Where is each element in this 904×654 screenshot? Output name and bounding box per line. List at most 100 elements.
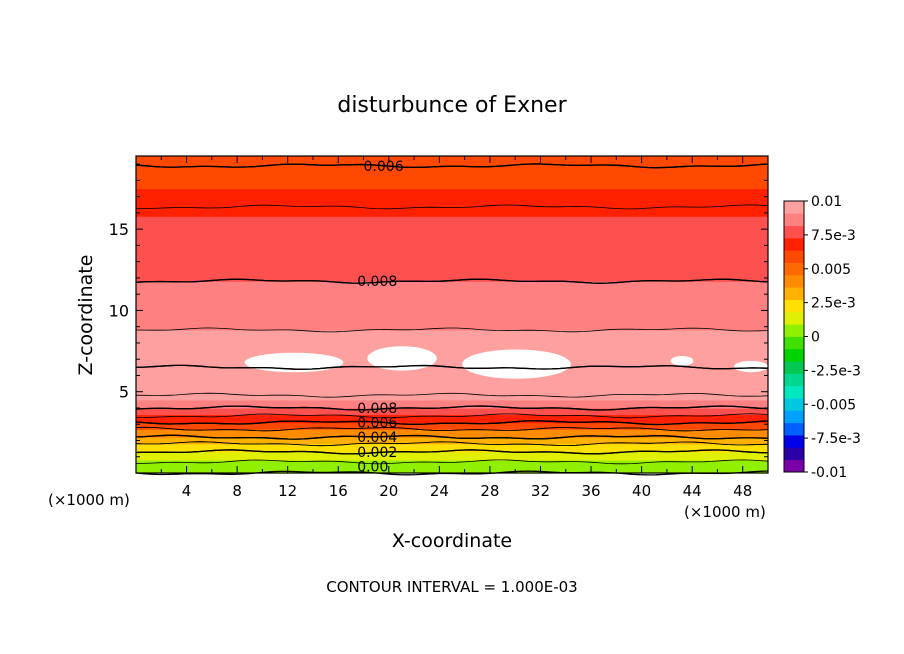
- x-tick-label: 40: [632, 482, 651, 500]
- x-tick-label: 44: [683, 482, 702, 500]
- contour-band: [136, 216, 768, 255]
- y-tick-label: 10: [109, 301, 129, 320]
- contour-label: 0.004: [357, 430, 397, 446]
- colorbar-swatch: [784, 336, 804, 350]
- max-region: [367, 346, 437, 371]
- contour-line: [135, 434, 769, 440]
- colorbar-swatch: [784, 348, 804, 362]
- contour-fill-bands: [136, 156, 768, 474]
- x-tick-label: 8: [232, 482, 242, 500]
- colorbar-tick-label: -0.01: [811, 465, 847, 481]
- x-axis-label: X-coordinate: [392, 530, 512, 552]
- contour-band: [136, 188, 768, 217]
- colorbar-tick-label: -2.5e-3: [811, 363, 861, 379]
- contour-line: [135, 420, 769, 426]
- contour-line: [135, 204, 769, 210]
- x-tick-label: 24: [430, 482, 449, 500]
- x-tick-label: 16: [329, 482, 348, 500]
- contour-band: [136, 253, 768, 282]
- colorbar-tick-label: -0.005: [811, 397, 856, 413]
- colorbar-swatch: [784, 262, 804, 276]
- colorbar-swatch: [784, 373, 804, 387]
- x-tick-label: 48: [733, 482, 752, 500]
- colorbar-swatch: [784, 250, 804, 263]
- colorbar-swatch: [784, 361, 804, 374]
- contour-interval-note: CONTOUR INTERVAL = 1.000E-03: [326, 578, 577, 596]
- colorbar-swatch: [784, 274, 804, 288]
- colorbar-swatch: [784, 324, 804, 337]
- contour-band: [136, 399, 768, 409]
- contour-line: [135, 459, 769, 465]
- y-tick-label: 15: [109, 220, 129, 239]
- colorbar-tick-label: 7.5e-3: [811, 228, 856, 244]
- colorbar-swatch: [784, 459, 804, 473]
- colorbar-tick-label: 0.01: [811, 194, 842, 210]
- contour-label: 0.008: [357, 401, 397, 417]
- max-region: [670, 355, 694, 366]
- colorbar-swatch: [784, 299, 804, 313]
- colorbar: 0.01 7.5e-3 0.005 2.5e-3 0 -2.5e-3 -0.005 -7.5e…: [783, 194, 861, 481]
- colorbar-swatches: [784, 201, 804, 473]
- contour-lines: [135, 163, 769, 476]
- colorbar-swatch: [784, 385, 804, 399]
- contour-label: 0.008: [357, 274, 397, 290]
- contour-band: [136, 310, 768, 331]
- contour-line: [135, 364, 769, 370]
- contour-line: [135, 441, 769, 447]
- contour-band: [136, 443, 768, 453]
- contour-line: [135, 163, 769, 169]
- contour-band: [136, 429, 768, 438]
- x-unit-left: (×1000 m): [48, 491, 130, 509]
- contour-label: 0.00: [357, 459, 388, 475]
- colorbar-swatch: [784, 311, 804, 325]
- colorbar-swatch: [784, 410, 804, 424]
- contour-band: [136, 165, 768, 190]
- max-region: [733, 360, 768, 373]
- contour-band: [136, 437, 768, 445]
- colorbar-swatch: [784, 225, 804, 239]
- contour-band: [136, 466, 768, 474]
- y-axis-label: Z-coordinate: [75, 255, 97, 376]
- plot-frame: [135, 155, 769, 474]
- contour-label: 0.006: [357, 416, 397, 432]
- contour-band: [136, 329, 768, 352]
- colorbar-swatch: [784, 435, 804, 448]
- contour-line: [135, 413, 769, 419]
- contour-band: [136, 281, 768, 312]
- contour-band: [136, 407, 768, 416]
- y-tick-label: 5: [119, 383, 129, 402]
- colorbar-swatch: [784, 447, 804, 461]
- contour-line: [135, 426, 769, 432]
- colorbar-tick-label: -7.5e-3: [811, 431, 861, 447]
- x-tick-label: 28: [480, 482, 499, 500]
- colorbar-tick-label: 2.5e-3: [811, 296, 856, 312]
- x-tick-label: 36: [581, 482, 600, 500]
- contour-line: [135, 278, 769, 284]
- x-tick-label: 20: [379, 482, 398, 500]
- colorbar-tick-label: 0: [811, 330, 820, 346]
- colorbar-tick-label: 0.005: [811, 262, 851, 278]
- x-unit-right: (×1000 m): [684, 503, 766, 521]
- contour-band: [136, 451, 768, 461]
- contour-label: 0.002: [357, 445, 397, 461]
- x-tick-label: 32: [531, 482, 550, 500]
- contour-label: 0.006: [364, 159, 404, 175]
- contour-band: [136, 156, 768, 167]
- max-region: [462, 349, 571, 379]
- contour-band: [136, 422, 768, 430]
- colorbar-swatch: [784, 398, 804, 411]
- contour-line: [135, 405, 769, 411]
- contour-line: [135, 327, 769, 333]
- x-tick-label: 4: [182, 482, 192, 500]
- colorbar-swatch: [784, 201, 804, 214]
- colorbar-swatch: [784, 422, 804, 436]
- colorbar-swatch: [784, 213, 804, 227]
- colorbar-swatch: [784, 237, 804, 251]
- x-axis-ticks: 4 8 12 16 20 24 28 32 36 40 44 48: [160, 156, 769, 500]
- contour-line: [135, 392, 769, 398]
- contour-band: [136, 367, 768, 385]
- contour-band: [136, 414, 768, 424]
